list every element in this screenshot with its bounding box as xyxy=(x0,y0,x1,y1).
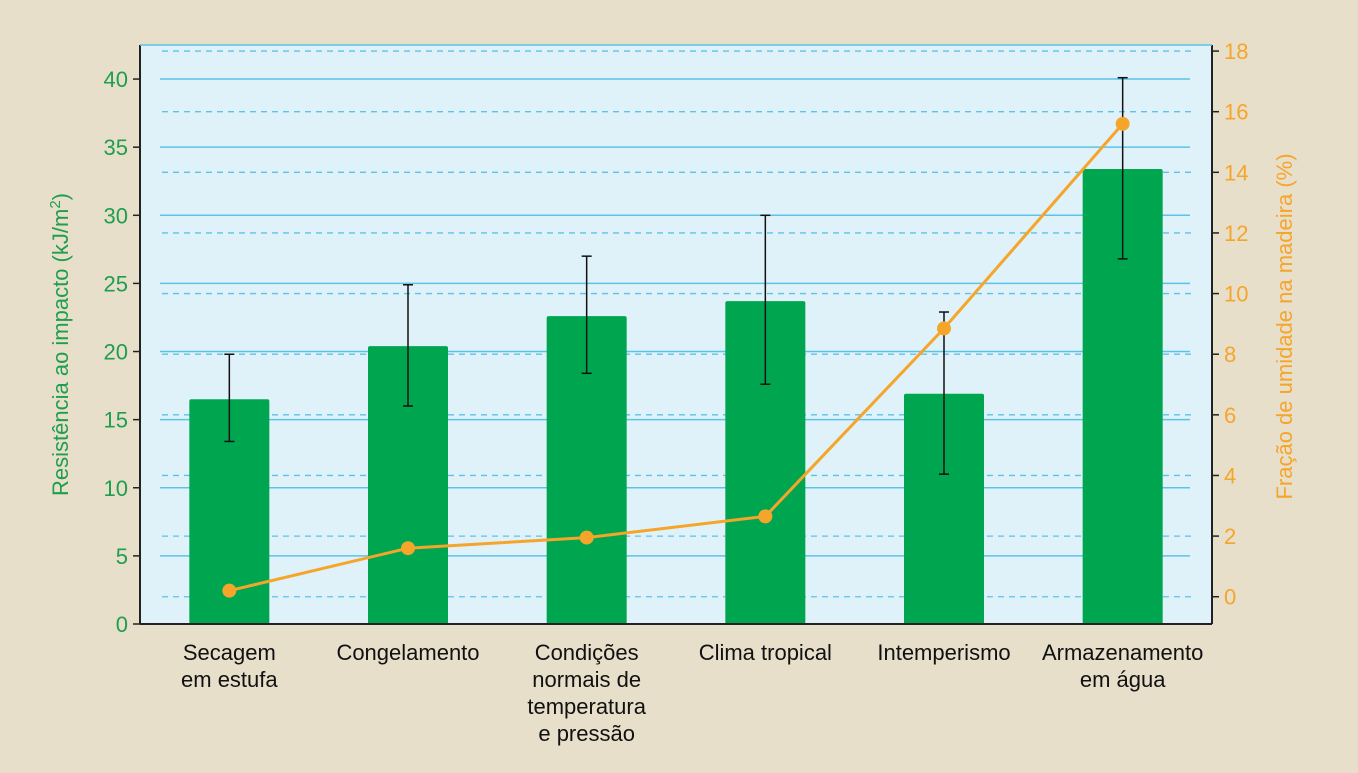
moisture-point-2 xyxy=(579,530,594,545)
right-tick-label-4: 8 xyxy=(1224,342,1236,367)
plot-area xyxy=(140,45,1212,624)
left-tick-label-2: 10 xyxy=(104,476,128,501)
category-label-2-1: normais de xyxy=(532,667,641,692)
moisture-point-3 xyxy=(758,509,773,524)
moisture-point-4 xyxy=(937,321,951,336)
right-tick-label-1: 2 xyxy=(1224,524,1236,549)
category-label-2-2: temperatura xyxy=(527,694,646,719)
left-tick-label-6: 30 xyxy=(104,203,128,228)
left-axis-label-sup: 2 xyxy=(47,200,64,208)
bar-3 xyxy=(725,301,806,624)
left-axis-label-main: Resistência ao impacto (kJ/m xyxy=(48,209,73,496)
left-tick-label-5: 25 xyxy=(104,271,128,296)
left-tick-label-4: 20 xyxy=(104,340,128,365)
left-tick-label-8: 40 xyxy=(104,67,128,92)
category-label-5-0: Armazenamento xyxy=(1042,640,1203,665)
left-axis-label: Resistência ao impacto (kJ/m2) xyxy=(47,193,73,496)
moisture-point-5 xyxy=(1115,116,1130,131)
right-tick-label-2: 4 xyxy=(1224,463,1236,488)
category-label-2-3: e pressão xyxy=(538,721,635,746)
right-tick-label-5: 10 xyxy=(1224,282,1248,307)
category-label-0-0: Secagem xyxy=(183,640,276,665)
right-tick-label-7: 14 xyxy=(1224,160,1248,185)
left-tick-label-3: 15 xyxy=(104,408,128,433)
moisture-line xyxy=(228,122,1124,593)
right-axis-label: Fração de umidade na madeira (%) xyxy=(1272,153,1297,499)
right-tick-label-9: 18 xyxy=(1224,39,1248,64)
category-label-4-0: Intemperismo xyxy=(877,640,1010,665)
left-tick-label-1: 5 xyxy=(116,544,128,569)
left-tick-label-7: 35 xyxy=(104,135,128,160)
right-tick-label-6: 12 xyxy=(1224,221,1248,246)
moisture-point-1 xyxy=(401,541,415,556)
category-label-3-0: Clima tropical xyxy=(699,640,832,665)
bar-0 xyxy=(189,399,270,624)
right-tick-label-8: 16 xyxy=(1224,100,1248,125)
bar-2 xyxy=(546,316,627,624)
bar-1 xyxy=(368,346,448,624)
left-axis-label-end: ) xyxy=(48,193,73,200)
right-tick-label-3: 6 xyxy=(1224,403,1236,428)
category-label-0-1: em estufa xyxy=(181,667,278,692)
bar-4 xyxy=(904,393,984,624)
category-label-2-0: Condições xyxy=(535,640,639,665)
right-tick-label-0: 0 xyxy=(1224,585,1236,610)
category-label-1-0: Congelamento xyxy=(336,640,479,665)
left-tick-label-0: 0 xyxy=(116,612,128,637)
bar-5 xyxy=(1082,168,1163,624)
moisture-point-0 xyxy=(222,583,237,598)
category-label-5-1: em água xyxy=(1080,667,1166,692)
